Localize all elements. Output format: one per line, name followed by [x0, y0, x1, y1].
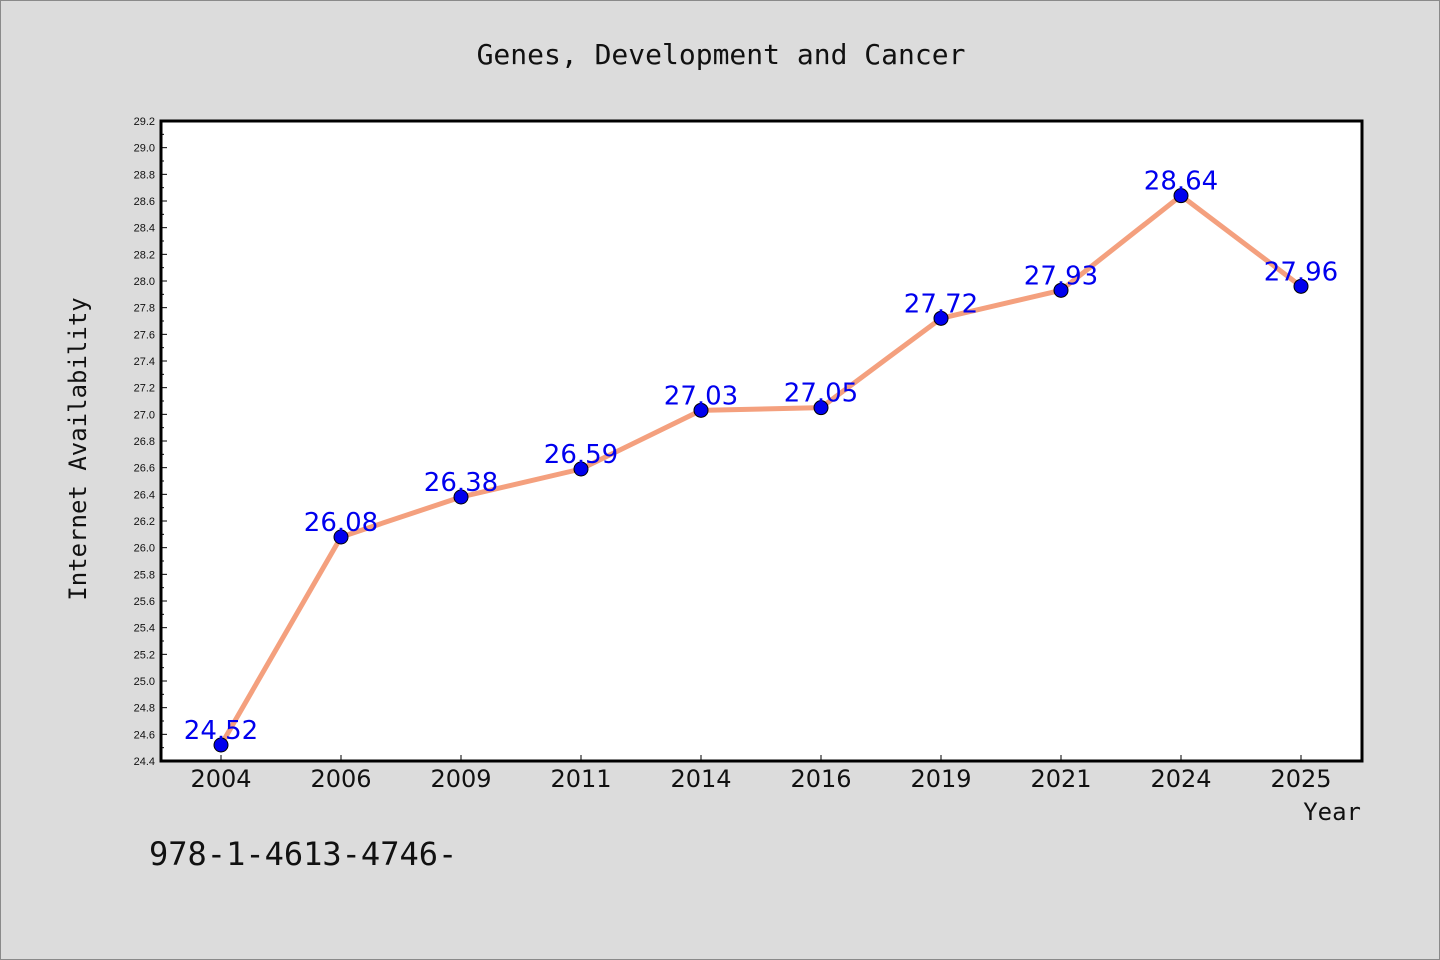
y-tick-label: 24.4 [134, 756, 155, 768]
y-tick-label: 26.0 [134, 543, 155, 555]
y-tick-label: 25.2 [134, 649, 155, 661]
data-point [453, 489, 469, 505]
y-tick-label: 25.4 [134, 623, 155, 635]
y-tick-label: 29.2 [134, 116, 155, 128]
data-point [213, 737, 229, 753]
x-tick-label: 2021 [1030, 765, 1091, 793]
data-point [933, 310, 949, 326]
x-tick-label: 2024 [1150, 765, 1211, 793]
data-point [333, 529, 349, 545]
data-label: 27.96 [1264, 257, 1338, 287]
y-tick-label: 27.4 [134, 356, 155, 368]
data-label: 27.03 [664, 381, 738, 411]
data-point [1293, 278, 1309, 294]
plot-area [159, 119, 1364, 763]
x-tick-label: 2014 [670, 765, 731, 793]
y-tick-label: 25.8 [134, 569, 155, 581]
y-tick-label: 27.0 [134, 409, 155, 421]
data-point [693, 402, 709, 418]
y-tick-label: 24.8 [134, 703, 155, 715]
y-axis-label: Internet Availability [64, 297, 92, 600]
y-tick-label: 27.6 [134, 329, 155, 341]
x-axis-label: Year [1303, 798, 1361, 826]
data-label: 28.64 [1144, 167, 1218, 197]
y-tick-label: 26.4 [134, 489, 155, 501]
y-tick-label: 28.2 [134, 249, 155, 261]
y-tick-label: 27.2 [134, 383, 155, 395]
y-tick-label: 27.8 [134, 303, 155, 315]
x-tick-label: 2009 [430, 765, 491, 793]
chart-title: Genes, Development and Cancer [477, 38, 966, 71]
data-label: 27.72 [904, 289, 978, 319]
data-label: 26.59 [544, 440, 618, 470]
y-tick-label: 26.6 [134, 463, 155, 475]
data-point [1173, 188, 1189, 204]
data-label: 26.08 [304, 508, 378, 538]
y-tick-label: 28.4 [134, 223, 155, 235]
y-tick-label: 28.6 [134, 196, 155, 208]
x-tick-label: 2016 [790, 765, 851, 793]
x-tick-label: 2011 [550, 765, 611, 793]
data-label: 26.38 [424, 468, 498, 498]
y-axis: 24.4 24.6 24.8 25.0 25.2 25.4 25.6 25.8 26.0 26.2… [134, 116, 167, 768]
series-layer: 24.52 26.08 26.38 26.59 27.03 27.05 27.72 27.93… [184, 167, 1338, 753]
y-tick-label: 28.8 [134, 169, 155, 181]
y-tick-label: 28.0 [134, 276, 155, 288]
data-label: 27.93 [1024, 261, 1098, 291]
data-label: 24.52 [184, 716, 258, 746]
y-tick-label: 24.6 [134, 729, 155, 741]
x-tick-label: 2004 [190, 765, 251, 793]
x-tick-label: 2006 [310, 765, 371, 793]
data-point [573, 461, 589, 477]
y-tick-label: 29.0 [134, 143, 155, 155]
footer-text: 978-1-4613-4746- [149, 835, 457, 873]
x-axis: 2004 2006 2009 2011 2014 2016 2019 2021 2024 2025 [190, 755, 1332, 793]
data-point [1053, 282, 1069, 298]
y-tick-label: 25.6 [134, 596, 155, 608]
x-tick-label: 2025 [1270, 765, 1331, 793]
x-tick-label: 2019 [910, 765, 971, 793]
y-tick-label: 26.2 [134, 516, 155, 528]
y-tick-label: 25.0 [134, 676, 155, 688]
series-line [218, 193, 1304, 748]
data-label: 27.05 [784, 379, 858, 409]
y-tick-label: 26.8 [134, 436, 155, 448]
data-point [813, 400, 829, 416]
